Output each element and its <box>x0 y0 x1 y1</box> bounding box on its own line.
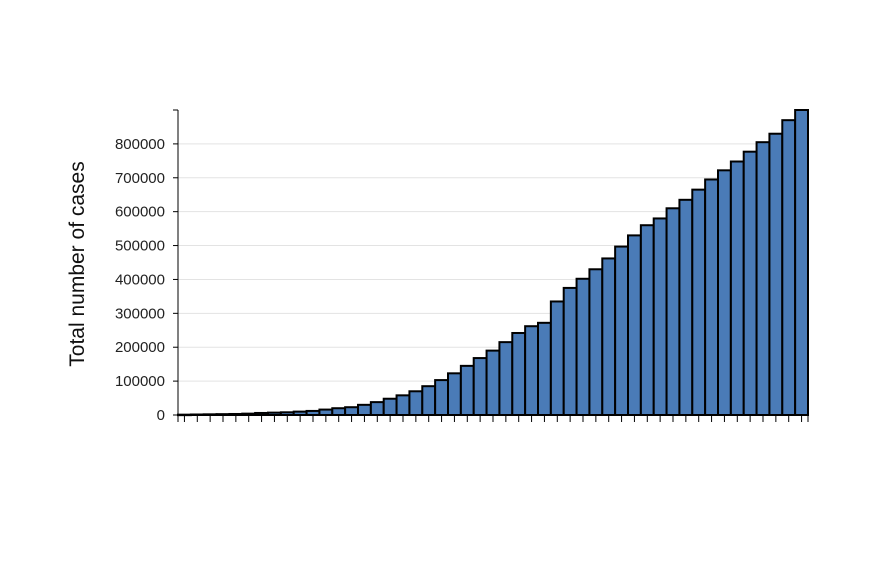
bar <box>292 410 308 416</box>
y-tick-label: 600000 <box>115 204 165 221</box>
bar <box>459 364 475 416</box>
y-axis: 0 100000 200000 300000 400000 500000 600000 700… <box>115 109 179 424</box>
bar <box>357 403 372 416</box>
bar <box>691 188 707 416</box>
bar <box>395 394 411 416</box>
bar <box>652 217 668 416</box>
bar <box>704 178 720 416</box>
bar <box>344 406 360 416</box>
bar <box>305 409 321 416</box>
bar <box>781 119 797 416</box>
bar <box>549 300 565 416</box>
bars <box>177 109 810 417</box>
bar <box>627 234 642 416</box>
bar <box>447 372 462 417</box>
bar <box>742 150 758 416</box>
bar <box>318 408 334 416</box>
grid-lines <box>178 143 808 382</box>
bar <box>434 379 450 416</box>
bar <box>369 401 385 416</box>
y-tick-label: 700000 <box>115 170 165 187</box>
y-tick-label: 800000 <box>115 136 165 153</box>
bar <box>562 286 578 417</box>
bar <box>537 321 552 417</box>
bar <box>472 357 488 417</box>
bar <box>794 109 810 416</box>
bar <box>678 198 694 416</box>
bar <box>601 257 617 416</box>
bar <box>485 349 501 416</box>
x-axis <box>177 414 809 422</box>
y-tick-label: 100000 <box>115 373 165 390</box>
y-tick-label: 300000 <box>115 305 165 322</box>
bar <box>511 331 527 416</box>
bar <box>665 207 681 416</box>
bar <box>588 268 604 416</box>
y-tick-label: 200000 <box>115 339 165 356</box>
y-tick-label: 0 <box>157 407 165 424</box>
y-axis-title: Total number of cases <box>66 161 89 366</box>
bar <box>717 169 732 416</box>
bar <box>421 385 437 417</box>
bar <box>408 390 424 416</box>
bar <box>575 277 591 416</box>
y-tick-label: 400000 <box>115 271 165 288</box>
bar <box>639 224 655 416</box>
bar <box>331 407 347 417</box>
bar <box>755 141 771 416</box>
bar <box>768 132 784 416</box>
bar <box>382 397 398 417</box>
bar <box>614 245 630 416</box>
y-tick-label: 500000 <box>115 238 165 255</box>
bar <box>729 160 745 416</box>
bar <box>498 341 514 417</box>
bar <box>524 325 540 416</box>
